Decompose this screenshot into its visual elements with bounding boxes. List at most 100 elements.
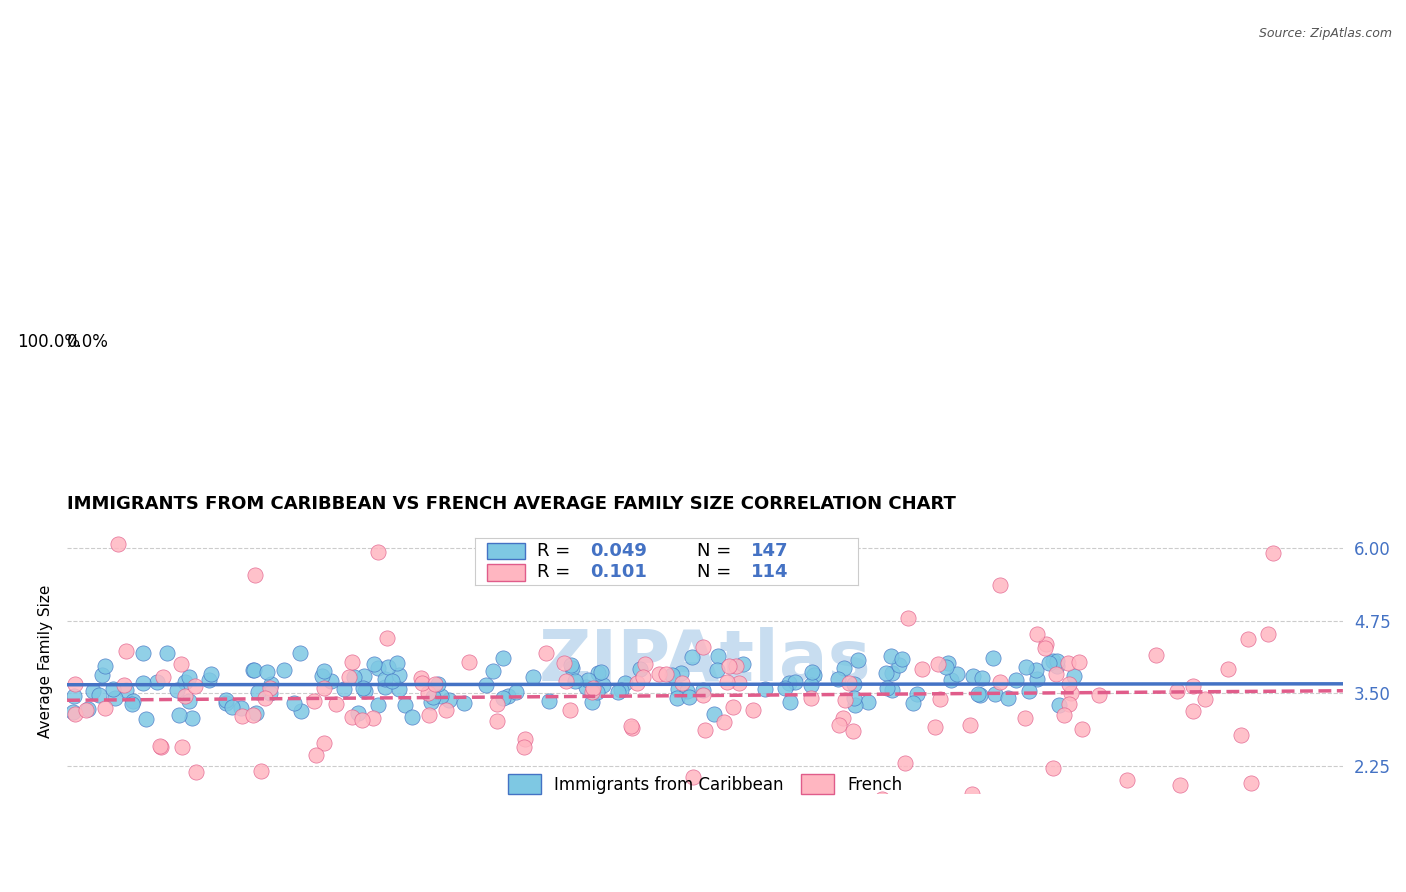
Point: [1060, 686, 1083, 700]
Point: [844, 698, 866, 712]
Point: [352, 681, 374, 696]
Point: [388, 668, 411, 682]
Point: [725, 659, 748, 673]
Point: [666, 690, 689, 705]
Point: [875, 665, 897, 680]
Point: [538, 694, 561, 708]
Point: [1045, 667, 1067, 681]
Point: [1057, 697, 1080, 711]
Point: [582, 681, 605, 696]
Point: [1042, 654, 1064, 668]
Point: [671, 676, 693, 690]
Point: [929, 692, 952, 706]
Point: [411, 676, 433, 690]
Point: [312, 736, 335, 750]
Point: [967, 687, 990, 701]
Point: [713, 715, 735, 730]
Point: [1014, 711, 1036, 725]
Point: [945, 667, 967, 681]
Point: [558, 703, 581, 717]
Point: [882, 665, 904, 680]
Point: [728, 675, 751, 690]
Point: [555, 674, 578, 689]
Point: [215, 693, 238, 707]
Point: [1218, 662, 1240, 676]
Point: [115, 644, 138, 658]
Point: [65, 706, 87, 721]
Point: [1263, 545, 1285, 559]
Point: [905, 687, 928, 701]
Point: [706, 663, 728, 677]
Point: [614, 676, 637, 690]
Point: [692, 640, 714, 654]
Point: [1088, 689, 1111, 703]
Point: [1026, 672, 1049, 686]
Point: [1056, 657, 1078, 671]
Point: [628, 661, 651, 675]
Point: [302, 694, 325, 708]
Point: [152, 670, 174, 684]
Point: [858, 695, 880, 709]
Point: [1005, 673, 1028, 687]
Point: [936, 657, 959, 671]
Point: [1059, 677, 1081, 691]
Point: [245, 706, 267, 720]
Point: [361, 711, 384, 725]
Point: [439, 693, 461, 707]
Point: [889, 658, 911, 673]
Point: [1144, 648, 1167, 662]
Point: [94, 701, 117, 715]
Point: [416, 686, 439, 700]
Point: [325, 698, 347, 712]
Point: [377, 660, 399, 674]
Point: [779, 695, 801, 709]
Point: [522, 670, 544, 684]
Point: [311, 668, 333, 682]
Point: [394, 698, 416, 713]
Point: [655, 667, 678, 681]
Point: [576, 673, 599, 687]
Point: [115, 682, 138, 697]
Point: [891, 652, 914, 666]
Point: [721, 699, 744, 714]
Point: [150, 739, 173, 754]
Point: [89, 689, 111, 703]
Point: [375, 631, 398, 645]
Point: [166, 683, 188, 698]
Point: [169, 657, 191, 672]
Point: [513, 739, 536, 754]
Point: [1071, 722, 1094, 736]
Point: [1257, 627, 1279, 641]
Point: [893, 756, 915, 770]
Point: [718, 659, 741, 673]
Point: [427, 677, 450, 691]
Point: [997, 690, 1019, 705]
Point: [231, 709, 253, 723]
Point: [1116, 773, 1139, 788]
Point: [585, 685, 607, 699]
Point: [367, 545, 389, 559]
Point: [411, 671, 433, 685]
Point: [575, 680, 598, 694]
Point: [486, 714, 509, 728]
Point: [834, 692, 856, 706]
Point: [243, 568, 266, 582]
Point: [924, 720, 946, 734]
Point: [184, 679, 207, 693]
Point: [606, 685, 628, 699]
Point: [373, 672, 395, 686]
Point: [221, 700, 243, 714]
Point: [832, 661, 855, 675]
Point: [1166, 684, 1188, 698]
Point: [970, 671, 993, 685]
Point: [959, 718, 981, 732]
Point: [174, 674, 197, 689]
Point: [453, 696, 475, 710]
Point: [901, 696, 924, 710]
Point: [1181, 704, 1204, 718]
Point: [496, 690, 519, 704]
Point: [243, 663, 266, 677]
Point: [353, 669, 375, 683]
Point: [876, 681, 898, 695]
Point: [1047, 698, 1070, 712]
